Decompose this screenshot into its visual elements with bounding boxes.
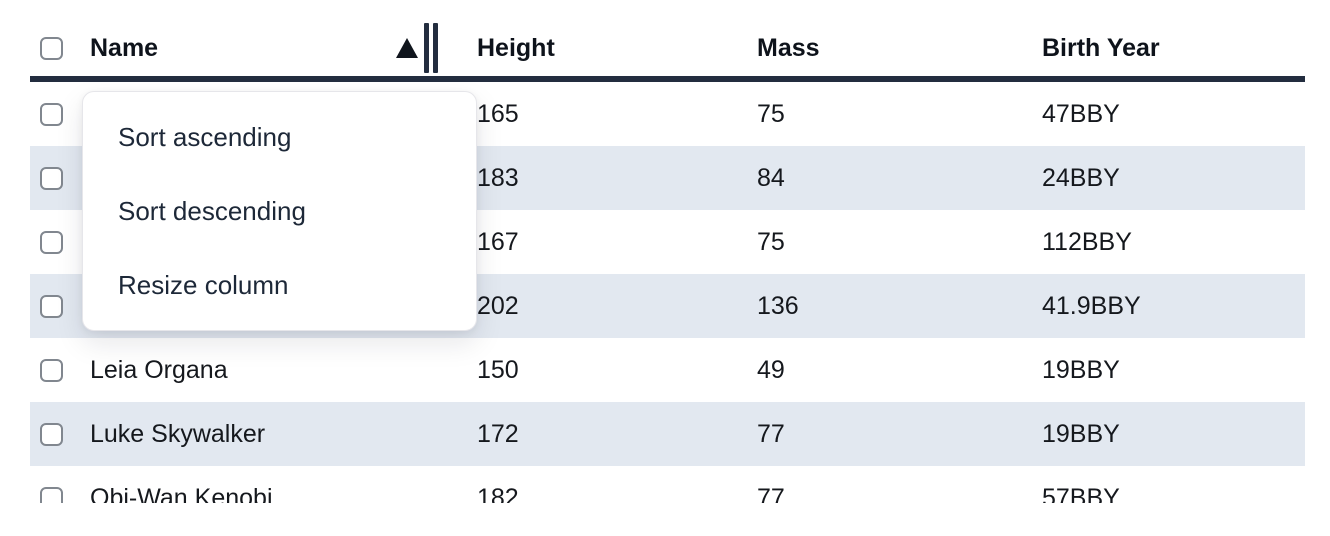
column-header-birth-year[interactable]: Birth Year <box>1042 35 1160 61</box>
sort-ascending-icon <box>396 38 418 58</box>
select-all-checkbox[interactable] <box>40 36 63 60</box>
cell-birth-year: 41.9BBY <box>1042 293 1141 319</box>
cell-name: Obi-Wan Kenobi <box>90 485 273 504</box>
cell-mass: 84 <box>757 165 785 191</box>
cell-name: Luke Skywalker <box>90 421 266 447</box>
column-resize-handle[interactable] <box>424 23 438 73</box>
cell-height: 202 <box>477 293 519 319</box>
cell-height: 167 <box>477 229 519 255</box>
cell-birth-year: 24BBY <box>1042 165 1120 191</box>
cell-height: 165 <box>477 101 519 127</box>
row-checkbox[interactable] <box>40 422 63 446</box>
table-row: Obi-Wan Kenobi 182 77 57BBY <box>30 466 1305 503</box>
cell-birth-year: 57BBY <box>1042 485 1120 504</box>
cell-mass: 75 <box>757 229 785 255</box>
row-checkbox[interactable] <box>40 166 63 190</box>
row-checkbox[interactable] <box>40 294 63 318</box>
cell-height: 172 <box>477 421 519 447</box>
row-checkbox[interactable] <box>40 102 63 126</box>
cell-birth-year: 19BBY <box>1042 357 1120 383</box>
cell-birth-year: 112BBY <box>1042 229 1132 255</box>
cell-height: 182 <box>477 485 519 504</box>
menu-item-sort-descending[interactable]: Sort descending <box>118 195 306 226</box>
row-checkbox[interactable] <box>40 230 63 254</box>
column-header-height[interactable]: Height <box>477 35 555 61</box>
cell-mass: 136 <box>757 293 799 319</box>
column-header-mass[interactable]: Mass <box>757 35 820 61</box>
table-header-row: Name Height Mass Birth Year <box>30 20 1305 82</box>
row-checkbox[interactable] <box>40 358 63 382</box>
cell-mass: 77 <box>757 421 785 447</box>
cell-height: 183 <box>477 165 519 191</box>
cell-birth-year: 19BBY <box>1042 421 1120 447</box>
select-all-cell <box>30 36 78 60</box>
table-body: 165 75 47BBY 183 84 24BBY 167 75 112BBY … <box>30 82 1305 503</box>
row-checkbox[interactable] <box>40 486 63 503</box>
table-row: Leia Organa 150 49 19BBY <box>30 338 1305 402</box>
cell-mass: 75 <box>757 101 785 127</box>
cell-mass: 77 <box>757 485 785 504</box>
cell-name: Leia Organa <box>90 357 228 383</box>
menu-item-resize-column[interactable]: Resize column <box>118 269 289 300</box>
menu-item-sort-ascending[interactable]: Sort ascending <box>118 121 292 152</box>
column-context-menu: Sort ascending Sort descending Resize co… <box>82 91 477 331</box>
table-row: Luke Skywalker 172 77 19BBY <box>30 402 1305 466</box>
cell-mass: 49 <box>757 357 785 383</box>
cell-birth-year: 47BBY <box>1042 101 1120 127</box>
column-header-name[interactable]: Name <box>78 23 465 73</box>
column-header-name-label: Name <box>90 33 159 62</box>
cell-height: 150 <box>477 357 519 383</box>
data-table: Name Height Mass Birth Year 165 75 47BBY… <box>30 0 1305 503</box>
